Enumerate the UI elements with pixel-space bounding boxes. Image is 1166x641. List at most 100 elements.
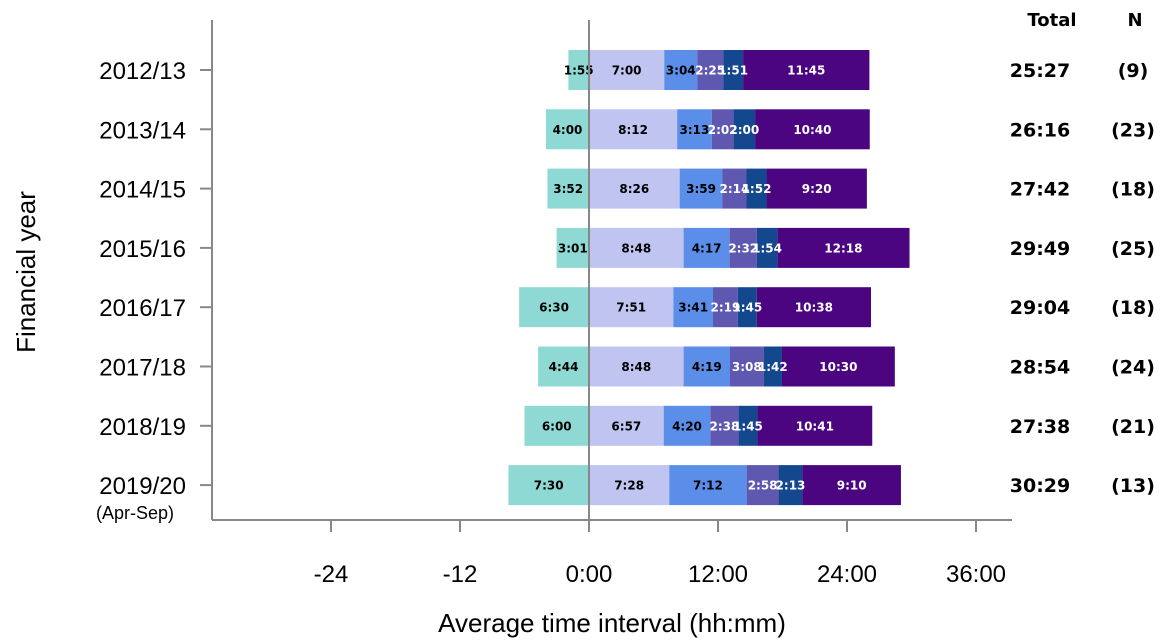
bar-segment-4-4 [737,287,757,328]
bar-segment-5-3 [730,346,764,387]
segment-label-4-1: 7:51 [616,301,646,315]
segment-label-3-1: 8:48 [621,241,651,255]
bar-segment-0-2 [664,50,698,90]
segment-label-0-3: 2:25 [695,64,725,78]
bar-segment-4-5 [756,287,872,328]
segment-labels-layer: 1:55 7:00 3:04 2:251:51 11:454:00 8:12 3:132:0… [534,64,867,493]
segment-label-3-5: 12:18 [824,241,862,255]
segment-label-7-2: 7:12 [693,479,723,493]
n-value: (9) [1118,60,1149,82]
segment-label-6-0: 6:00 [542,419,572,433]
bar-segment-1-2 [677,109,712,150]
segment-label-2-0: 3:52 [553,182,583,196]
bar-segment-6-4 [738,405,758,446]
segment-label-0-4: 1:51 [718,64,748,78]
bar-segment-1-1 [589,109,678,150]
bar-segment-5-4 [763,346,782,387]
segment-label-4-2: 3:41 [678,301,708,315]
segment-label-5-3: 3:08 [732,360,762,374]
bar-segment-6-5 [757,405,873,446]
total-column-header: Total [1027,10,1076,31]
bar-segment-4-1 [589,287,674,328]
y-axis-title: Financial year [11,191,41,353]
bar-segment-7-0 [508,465,589,506]
x-tick-label: -24 [314,561,349,588]
segment-label-4-3: 2:19 [711,301,741,315]
total-value: 27:42 [1010,179,1070,201]
y-category-label: 2012/13 [99,58,186,85]
bar-segment-0-3 [697,50,724,90]
bar-segment-1-5 [755,109,870,150]
x-tick-label: 36:00 [946,561,1006,588]
bar-segment-6-3 [710,405,739,446]
bar-segment-4-0 [519,287,589,328]
bar-segment-2-2 [679,168,723,209]
x-tick-label: -12 [443,561,478,588]
bar-segment-1-0 [546,109,589,150]
segment-label-7-3: 2:58 [748,479,778,493]
segment-label-7-1: 7:28 [614,479,644,493]
segment-label-0-2: 3:04 [666,64,696,78]
total-value: 25:27 [1010,60,1070,82]
segment-label-7-5: 9:10 [837,479,867,493]
segment-label-3-4: 1:54 [752,241,782,255]
bar-segment-5-0 [538,346,589,387]
segment-label-5-1: 8:48 [621,360,651,374]
bar-segment-5-2 [683,346,731,387]
total-value: 29:04 [1010,297,1070,319]
segment-label-1-0: 4:00 [553,123,583,137]
bar-segment-7-5 [802,465,901,506]
n-value: (18) [1111,297,1155,319]
segment-label-1-4: 2:00 [729,123,759,137]
n-value: (13) [1111,475,1155,497]
bar-segment-6-1 [589,405,664,446]
y-category-label: 2019/20 [99,473,186,500]
segment-label-6-4: 1:45 [733,419,763,433]
bar-segment-3-3 [729,227,757,268]
bar-segment-0-1 [589,50,665,90]
segment-label-4-4: 1:45 [732,301,762,315]
bar-segment-6-2 [663,405,711,446]
n-column-header: N [1127,10,1142,31]
bar-segment-3-0 [556,227,589,268]
segment-label-2-1: 8:26 [619,182,649,196]
total-value: 26:16 [1010,119,1070,141]
y-category-label: 2013/14 [99,117,186,144]
segment-label-3-2: 4:17 [692,241,722,255]
segment-label-1-2: 3:13 [680,123,710,137]
segment-label-3-0: 3:01 [558,241,588,255]
segment-label-2-4: 1:52 [742,182,772,196]
segment-label-5-0: 4:44 [549,360,579,374]
n-value: (25) [1111,238,1155,260]
y-category-label: 2015/16 [99,236,186,263]
segment-label-1-1: 8:12 [618,123,648,137]
segment-label-7-0: 7:30 [534,479,564,493]
y-category-label: 2016/17 [99,295,186,322]
bar-segment-1-3 [711,109,734,150]
segment-label-4-0: 6:30 [539,301,569,315]
total-value: 29:49 [1010,238,1070,260]
bar-segment-7-4 [778,465,803,506]
n-value: (18) [1111,179,1155,201]
bar-segment-5-1 [589,346,684,387]
segment-label-0-5: 11:45 [787,64,825,78]
bar-segment-3-5 [777,227,910,268]
x-tick-label: 0:00 [566,561,613,588]
total-value: 28:54 [1010,357,1070,379]
bar-segment-1-4 [733,109,756,150]
bar-segment-7-2 [669,465,747,506]
segment-label-4-5: 10:38 [795,301,833,315]
bar-segment-0-5 [743,50,870,90]
bar-segment-2-5 [766,168,867,209]
segment-label-7-4: 2:13 [776,479,806,493]
bar-segment-4-3 [712,287,738,328]
total-value: 30:29 [1010,475,1070,497]
y-category-label: 2017/18 [99,355,186,382]
x-tick-label: 24:00 [817,561,877,588]
segment-label-1-5: 10:40 [793,123,831,137]
segment-label-6-5: 10:41 [796,419,834,433]
segment-label-0-1: 7:00 [612,64,642,78]
bar-segment-0-4 [723,50,744,90]
n-value: (24) [1111,357,1155,379]
